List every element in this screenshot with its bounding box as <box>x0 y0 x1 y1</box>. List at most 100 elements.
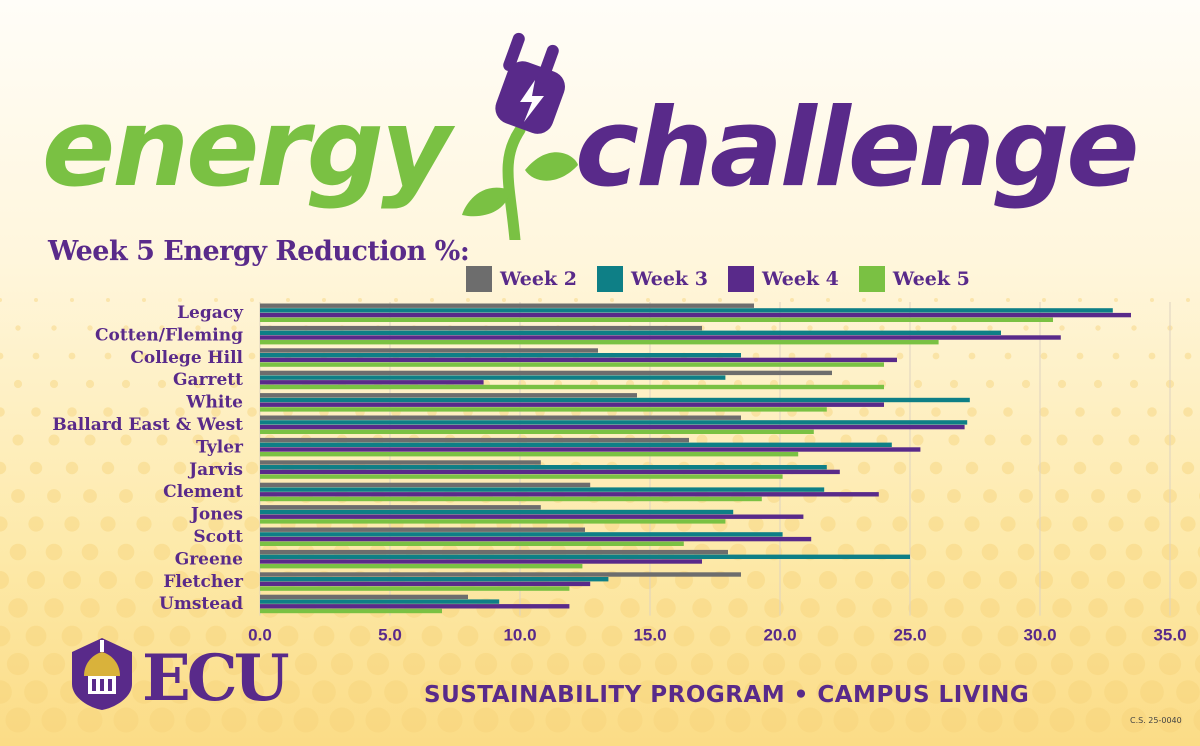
ecu-logo: ECU <box>72 638 293 712</box>
background-dot <box>673 625 695 647</box>
background-dot <box>28 516 44 532</box>
background-dot <box>1055 489 1069 503</box>
background-dot <box>132 680 156 704</box>
background-dot <box>83 489 97 503</box>
background-dot <box>1193 709 1200 731</box>
background-dot <box>385 625 407 647</box>
background-dot <box>1157 707 1183 733</box>
background-dot <box>912 434 924 446</box>
background-dot <box>996 680 1020 704</box>
background-dot <box>1033 625 1055 647</box>
background-dot <box>869 707 895 733</box>
background-dot <box>1104 680 1128 704</box>
background-dot <box>25 625 47 647</box>
background-dot <box>529 625 551 647</box>
background-dot <box>932 352 940 360</box>
background-dot <box>970 298 974 302</box>
background-dot <box>545 707 571 733</box>
background-dot <box>103 407 113 417</box>
plug-icon <box>462 32 578 240</box>
background-dot <box>0 516 8 532</box>
background-dot <box>708 680 732 704</box>
background-dot <box>1053 543 1071 561</box>
bar-week-2 <box>260 482 591 488</box>
background-dot <box>833 707 859 733</box>
background-dot <box>116 598 136 618</box>
background-dot <box>1073 461 1087 475</box>
background-dot <box>1057 379 1067 389</box>
background-dot <box>964 516 980 532</box>
background-dot <box>1158 652 1182 676</box>
background-dot <box>241 625 263 647</box>
bar-week-3 <box>260 577 609 582</box>
background-dot <box>106 298 110 302</box>
background-dot <box>173 461 187 475</box>
background-dot <box>872 598 892 618</box>
background-dot <box>45 543 63 561</box>
background-dot <box>155 489 169 503</box>
background-dot <box>911 489 925 503</box>
bar-week-2 <box>260 303 754 308</box>
background-dot <box>191 489 205 503</box>
background-dot <box>906 652 930 676</box>
x-tick-label: 5.0 <box>378 626 402 645</box>
background-dot <box>189 543 207 561</box>
background-dot <box>870 652 894 676</box>
background-dot <box>1109 461 1123 475</box>
background-dot <box>762 652 786 676</box>
background-dot <box>656 598 676 618</box>
background-dot <box>1042 298 1046 302</box>
background-dot <box>258 652 282 676</box>
legend-swatch-week-2 <box>466 266 492 292</box>
background-dot <box>672 680 696 704</box>
background-dot <box>728 598 748 618</box>
background-dot <box>186 652 210 676</box>
background-dot <box>1037 461 1051 475</box>
legend-swatch-week-3 <box>596 266 623 292</box>
background-dot <box>87 325 93 331</box>
background-dot <box>934 298 938 302</box>
background-dot <box>152 598 172 618</box>
background-dot <box>816 680 840 704</box>
bar-week-5 <box>260 496 762 502</box>
background-dot <box>1179 571 1197 589</box>
bar-week-5 <box>260 429 814 434</box>
bar-week-5 <box>260 564 583 569</box>
category-label: Jarvis <box>187 460 243 480</box>
background-dot <box>1016 598 1036 618</box>
category-label: Scott <box>193 527 243 547</box>
background-dot <box>243 571 261 589</box>
background-dot <box>248 352 256 360</box>
background-dot <box>1056 434 1068 446</box>
bar-week-2 <box>260 348 598 353</box>
background-dot <box>653 707 679 733</box>
background-dot <box>574 298 578 302</box>
bar-week-4 <box>260 514 804 519</box>
background-dot <box>1049 707 1075 733</box>
background-dot <box>985 379 995 389</box>
background-dot <box>1050 652 1074 676</box>
background-dot <box>77 707 103 733</box>
background-dot <box>1144 516 1160 532</box>
x-tick-label: 0.0 <box>248 626 272 645</box>
background-dot <box>159 325 165 331</box>
background-dot <box>1085 707 1111 733</box>
bar-week-3 <box>260 599 500 604</box>
background-dot <box>99 571 117 589</box>
background-dot <box>1091 489 1105 503</box>
background-dot <box>941 707 967 733</box>
bar-week-5 <box>260 474 783 479</box>
bar-week-3 <box>260 554 910 559</box>
background-dot <box>0 625 11 647</box>
background-dot <box>63 571 81 589</box>
background-dot <box>1145 461 1159 475</box>
background-dot <box>47 489 61 503</box>
legend-swatch-week-5 <box>858 266 885 292</box>
background-dot <box>0 461 7 475</box>
background-dot <box>1004 352 1012 360</box>
background-dot <box>819 571 837 589</box>
background-dot <box>1150 298 1154 302</box>
background-dot <box>67 407 77 417</box>
background-dot <box>140 352 148 360</box>
background-dot <box>509 707 535 733</box>
